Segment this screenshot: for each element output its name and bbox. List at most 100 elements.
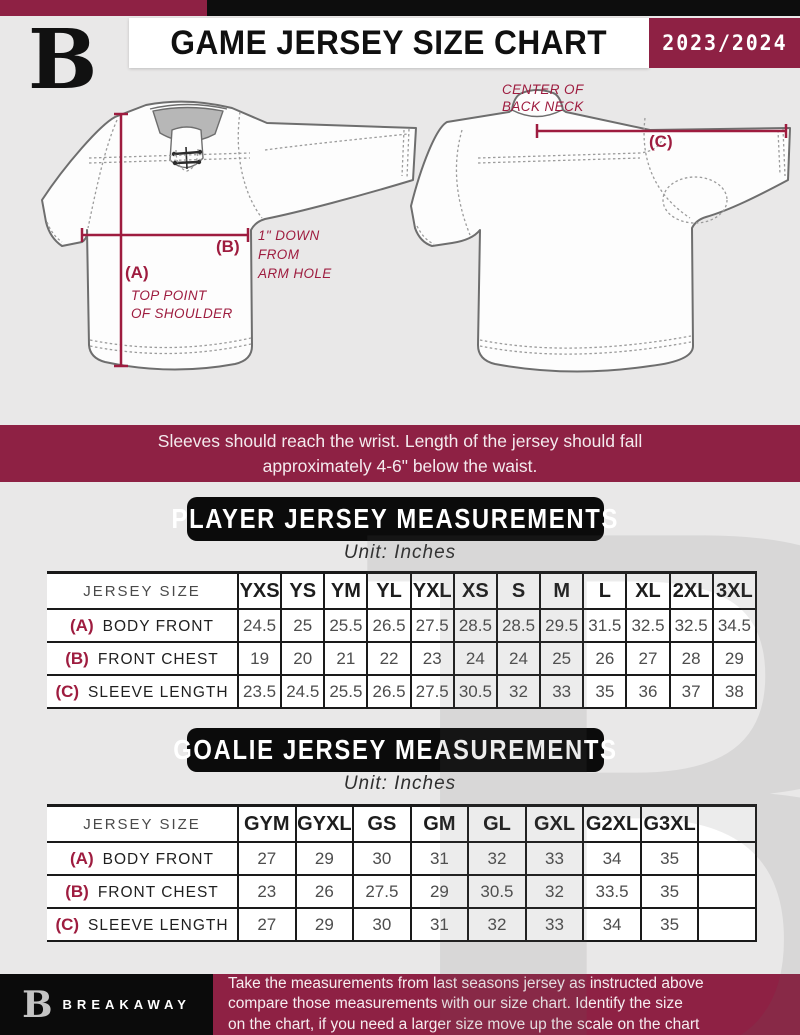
measurement-value-cell: 23	[409, 642, 454, 676]
size-column-header: GXL	[524, 804, 584, 843]
measurement-value-cell: 26.5	[366, 675, 411, 709]
measurement-value-cell: 34	[582, 908, 641, 942]
measurement-value-cell: 36	[625, 675, 670, 709]
size-column-header: YM	[323, 571, 368, 610]
center-of-back-neck-note: CENTER OF BACK NECK	[502, 82, 584, 114]
measurement-value-cell: 32	[467, 908, 526, 942]
measurement-value-cell: 25	[539, 642, 584, 676]
top-point-of-shoulder-note: TOP POINT OF SHOULDER	[131, 288, 233, 321]
measurement-value-cell: 24.5	[280, 675, 325, 709]
size-column-header: GYXL	[294, 804, 354, 843]
measurement-a-label: (A)	[125, 263, 149, 282]
measurement-value-cell: 30.5	[467, 875, 526, 909]
measurement-value-cell: 27	[237, 842, 296, 876]
measurement-value-cell: 28.5	[452, 609, 497, 643]
measurement-c-label: (C)	[649, 132, 673, 151]
size-column-header: M	[539, 571, 584, 610]
jersey-size-header: JERSEY SIZE	[47, 804, 238, 843]
measurement-value-cell: 34.5	[711, 609, 758, 643]
size-column-header: 3XL	[711, 571, 758, 610]
measurement-value-cell: 33	[524, 842, 584, 876]
size-column-header: G3XL	[639, 804, 699, 843]
measurement-value-cell: 24	[495, 642, 541, 676]
measurement-value-cell: 27	[237, 908, 296, 942]
measurement-value-cell: 21	[323, 642, 368, 676]
table-row: (B) FRONT CHEST 19 20 21 22 23 24 24 25 26 27 28 29	[47, 642, 758, 676]
season-badge-text: 2023/2024	[661, 31, 788, 55]
measurement-value-cell: 26	[294, 875, 354, 909]
measurement-value-cell: 25.5	[323, 609, 368, 643]
measurement-value-cell: 29	[294, 842, 354, 876]
measurement-value-cell: 19	[236, 642, 282, 676]
measurement-value-cell: 29.5	[539, 609, 584, 643]
front-jersey-laces	[171, 146, 203, 170]
measurement-value-cell: 26	[582, 642, 627, 676]
measurement-value-cell: 27.5	[352, 875, 411, 909]
measurement-value-cell: 32	[524, 875, 584, 909]
measurement-value-cell: 23	[237, 875, 296, 909]
measurement-value-cell: 30	[352, 908, 411, 942]
size-column-header: YXL	[409, 571, 454, 610]
size-column-header: S	[495, 571, 541, 610]
player-size-table: JERSEY SIZE YXS YS YM YL YXL XS S M L XL 2XL 3XL (A) B…	[47, 571, 758, 709]
measurement-value-cell: 38	[711, 675, 758, 709]
measurement-value-cell: 23.5	[236, 675, 282, 709]
fit-notice-line1: Sleeves should reach the wrist. Length o…	[157, 430, 643, 451]
measurement-value-cell: 24	[452, 642, 497, 676]
footer-instructions-line2: compare those measurements with our size…	[228, 995, 683, 1013]
measurement-value-cell: 35	[639, 842, 699, 876]
table-row: (C) SLEEVE LENGTH 23.5 24.5 25.5 26.5 27.5 30.5…	[47, 675, 758, 709]
back-jersey-seams	[416, 117, 786, 355]
measurement-value-cell: 29	[294, 908, 354, 942]
size-column-header: XS	[452, 571, 497, 610]
table-row: (C) SLEEVE LENGTH 27 29 30 31 32 33 34 35	[47, 908, 757, 942]
size-column-header: GM	[409, 804, 469, 843]
measurement-value-cell: 25.5	[323, 675, 368, 709]
measurement-value-cell: 35	[639, 875, 699, 909]
measurement-value-cell	[697, 875, 757, 909]
measurement-value-cell: 26.5	[366, 609, 411, 643]
measurement-value-cell: 33.5	[582, 875, 641, 909]
footer-instructions: Take the measurements from last seasons …	[213, 974, 800, 1035]
measurement-value-cell: 31	[409, 842, 469, 876]
table-row: (A) BODY FRONT 27 29 30 31 32 33 34 35	[47, 842, 757, 876]
table-row: (A) BODY FRONT 24.5 25 25.5 26.5 27.5 28.5 28.5 2…	[47, 609, 758, 643]
top-bar-maroon-segment	[0, 0, 207, 16]
player-measurements-heading: PLAYER JERSEY MEASUREMENTS	[172, 497, 618, 541]
goalie-measurements-heading: GOALIE JERSEY MEASUREMENTS	[173, 728, 616, 772]
measurement-value-cell: 29	[409, 875, 469, 909]
measurement-value-cell: 27.5	[409, 675, 454, 709]
measurement-value-cell: 20	[280, 642, 325, 676]
fit-notice-line2: approximately 4-6" below the waist.	[262, 455, 538, 476]
measurement-value-cell	[697, 908, 757, 942]
measurement-value-cell: 31.5	[582, 609, 627, 643]
measurement-value-cell: 24.5	[236, 609, 282, 643]
breakaway-logo-icon: B	[28, 12, 98, 108]
size-column-header: YXS	[236, 571, 282, 610]
measurement-value-cell: 32.5	[625, 609, 670, 643]
goalie-size-table: JERSEY SIZE GYM GYXL GS GM GL GXL G2XL G3XL (A) BO…	[47, 804, 757, 942]
measurement-value-cell: 33	[524, 908, 584, 942]
footer-brand-block: B BREAKAWAY	[0, 974, 213, 1035]
measurement-value-cell: 32.5	[668, 609, 713, 643]
page-title: GAME JERSEY SIZE CHART	[129, 18, 649, 68]
player-measurements-heading-text: PLAYER JERSEY MEASUREMENTS	[171, 503, 620, 534]
measurement-value-cell: 35	[639, 908, 699, 942]
measurement-value-cell: 22	[366, 642, 411, 676]
front-jersey-seams	[46, 111, 410, 355]
measurement-value-cell: 35	[582, 675, 627, 709]
row-label-cell: (B) FRONT CHEST	[47, 875, 238, 909]
goalie-measurements-heading-text: GOALIE JERSEY MEASUREMENTS	[173, 734, 618, 765]
fit-notice-banner: Sleeves should reach the wrist. Length o…	[0, 425, 800, 482]
measurement-value-cell: 27.5	[409, 609, 454, 643]
page-title-text: GAME JERSEY SIZE CHART	[170, 23, 608, 62]
measurement-lines	[80, 112, 788, 368]
season-badge: 2023/2024	[649, 18, 800, 68]
measurement-value-cell: 32	[495, 675, 541, 709]
measurement-value-cell: 25	[280, 609, 325, 643]
size-column-header: XL	[625, 571, 670, 610]
table-row: (B) FRONT CHEST 23 26 27.5 29 30.5 32 33.5 35	[47, 875, 757, 909]
goalie-unit-label: Unit: Inches	[343, 773, 457, 794]
footer-brand-name: BREAKAWAY	[62, 997, 191, 1012]
